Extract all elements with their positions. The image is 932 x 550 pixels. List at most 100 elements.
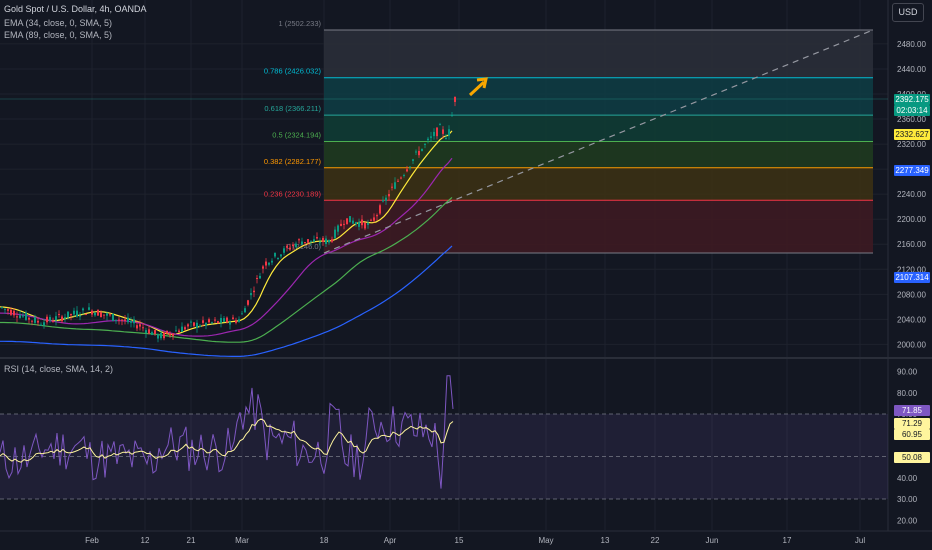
candle-body xyxy=(202,320,204,323)
candle-body xyxy=(394,182,396,189)
candle-body xyxy=(343,223,345,225)
candle-body xyxy=(436,127,438,137)
candle-body xyxy=(64,317,66,319)
candle-body xyxy=(124,319,126,321)
fib-level-label: 0.382 (2282.177) xyxy=(264,157,322,166)
rsi-band-tag: 60.95 xyxy=(894,429,930,440)
candle-body xyxy=(88,307,90,310)
candle-body xyxy=(331,239,333,242)
countdown-tag: 02:03:14 xyxy=(894,105,930,116)
candle-body xyxy=(4,308,6,310)
rsi-value-tag: 71.85 xyxy=(894,405,930,416)
candle-body xyxy=(196,322,198,328)
candle-body xyxy=(316,237,318,239)
candle-body xyxy=(199,325,201,327)
rsi-label[interactable]: RSI (14, close, SMA, 14, 2) xyxy=(4,364,114,374)
candle-body xyxy=(274,252,276,257)
candle-body xyxy=(121,319,123,321)
candle-body xyxy=(22,315,24,317)
candle-body xyxy=(448,129,450,136)
x-tick-label: Jul xyxy=(855,536,865,545)
candle-body xyxy=(361,219,363,226)
candle-body xyxy=(412,159,414,161)
fib-level-label: 0.5 (2324.194) xyxy=(272,130,321,139)
candle-body xyxy=(61,316,63,322)
candle-body xyxy=(106,313,108,316)
candle-body xyxy=(388,193,390,197)
fib-level-label: 0 (2146.0) xyxy=(287,242,322,251)
candle-body xyxy=(379,205,381,214)
candle-body xyxy=(28,317,30,320)
candle-body xyxy=(142,327,144,329)
fib-zone xyxy=(324,200,873,253)
candle-body xyxy=(37,320,39,323)
candle-body xyxy=(403,175,405,177)
candle-body xyxy=(238,319,240,322)
candle-body xyxy=(352,220,354,224)
x-tick-label: Apr xyxy=(384,536,397,545)
x-tick-label: Mar xyxy=(235,536,249,545)
candle-body xyxy=(259,275,261,279)
y-tick-label: 2080.00 xyxy=(897,290,926,299)
candle-body xyxy=(451,115,453,117)
candle-body xyxy=(139,324,141,327)
candle-body xyxy=(109,314,111,316)
candle-body xyxy=(313,239,315,242)
candle-body xyxy=(184,327,186,330)
candle-body xyxy=(181,326,183,332)
y-tick-label: 2480.00 xyxy=(897,40,926,49)
candle-body xyxy=(355,222,357,225)
x-tick-label: 17 xyxy=(783,536,792,545)
candle-body xyxy=(283,248,285,253)
candle-body xyxy=(400,177,402,179)
x-tick-label: Feb xyxy=(85,536,99,545)
rsi-tick-label: 30.00 xyxy=(897,495,918,504)
candle-body xyxy=(31,320,33,322)
candle-body xyxy=(445,137,447,140)
y-tick-label: 2320.00 xyxy=(897,140,926,149)
candle-body xyxy=(94,312,96,316)
fib-zone xyxy=(324,115,873,142)
ema-34-label[interactable]: EMA (34, close, 0, SMA, 5) xyxy=(4,18,113,28)
y-tick-label: 2200.00 xyxy=(897,215,926,224)
ema-34-line xyxy=(0,130,453,335)
candle-body xyxy=(166,330,168,334)
candle-body xyxy=(235,320,237,323)
symbol-title[interactable]: Gold Spot / U.S. Dollar, 4h, OANDA xyxy=(4,4,147,14)
candle-body xyxy=(190,321,192,323)
candle-body xyxy=(13,310,15,316)
candle-body xyxy=(52,321,54,323)
ema-89-label[interactable]: EMA (89, close, 0, SMA, 5) xyxy=(4,30,113,40)
candle-body xyxy=(223,318,225,322)
candle-body xyxy=(85,313,87,316)
candle-body xyxy=(376,215,378,217)
candle-body xyxy=(439,124,441,126)
candle-body xyxy=(178,330,180,333)
candle-body xyxy=(340,223,342,226)
rsi-mid-tag: 50.08 xyxy=(894,452,930,463)
candle-body xyxy=(208,319,210,323)
candle-body xyxy=(385,197,387,201)
candle-body xyxy=(391,186,393,188)
y-tick-label: 2360.00 xyxy=(897,115,926,124)
candle-body xyxy=(148,329,150,334)
candle-body xyxy=(175,330,177,332)
candle-body xyxy=(7,309,9,311)
candle-body xyxy=(334,229,336,239)
candle-body xyxy=(415,151,417,153)
y-tick-label: 2240.00 xyxy=(897,190,926,199)
x-tick-label: Jun xyxy=(706,536,719,545)
currency-button[interactable]: USD xyxy=(892,3,924,22)
candle-body xyxy=(289,247,291,250)
rsi-ma-tag: 71.29 xyxy=(894,418,930,429)
candle-body xyxy=(358,222,360,227)
candle-body xyxy=(370,219,372,221)
candle-body xyxy=(55,316,57,321)
candle-body xyxy=(187,324,189,327)
ema-89-line xyxy=(0,157,453,337)
y-tick-label: 2160.00 xyxy=(897,240,926,249)
candle-body xyxy=(397,180,399,182)
candle-body xyxy=(373,217,375,221)
candle-body xyxy=(130,321,132,323)
